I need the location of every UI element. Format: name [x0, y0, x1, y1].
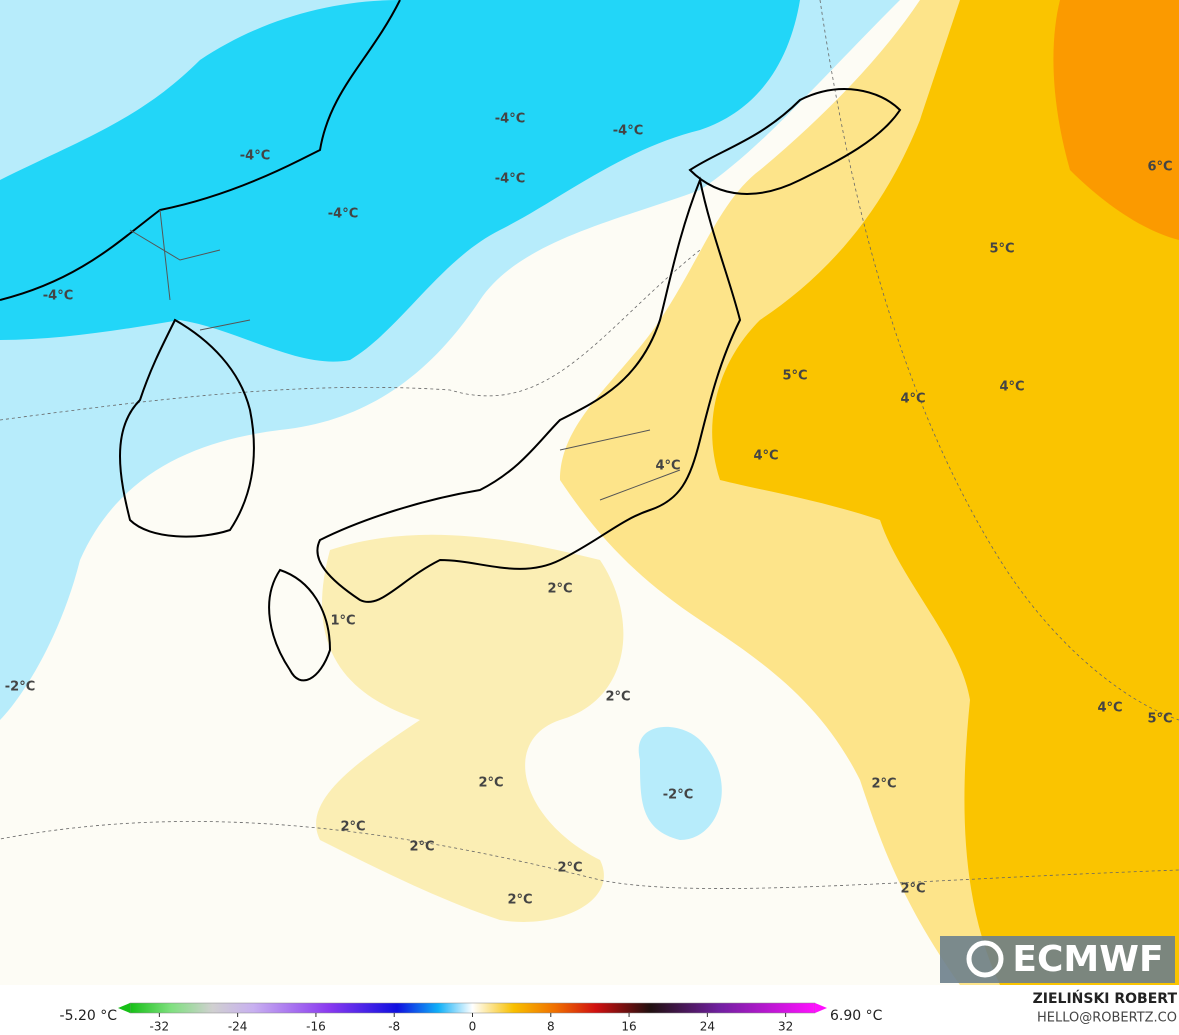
honshu-coast — [316, 176, 742, 603]
colorbar-tick-label: -8 — [388, 1020, 400, 1034]
contour-label: 5°C — [1147, 712, 1172, 727]
contour-label: 2°C — [871, 777, 896, 792]
colorbar-tick-label: 32 — [778, 1020, 793, 1034]
warm-core — [712, 0, 1179, 985]
contour-label: -4°C — [495, 112, 525, 127]
contour-label: 2°C — [557, 861, 582, 876]
colorbar-tick-label: 8 — [547, 1020, 555, 1034]
map — [0, 0, 1179, 985]
contour-label: 2°C — [340, 820, 365, 835]
colorbar-tick-label: 16 — [621, 1020, 636, 1034]
coastline — [0, 0, 401, 301]
max-label: 6.90 °C — [830, 1008, 883, 1024]
warmest-area — [1053, 0, 1179, 240]
korea-coast — [119, 318, 255, 538]
contour-label: -4°C — [495, 172, 525, 187]
colorbar-end — [118, 1003, 130, 1013]
colorbar-bar — [129, 1002, 816, 1014]
mild-area — [316, 534, 624, 922]
logo-text: ECMWF — [1012, 939, 1163, 980]
contour-label: 6°C — [1147, 160, 1172, 175]
colorbar-tick-label: -32 — [150, 1020, 170, 1034]
contour-label: 2°C — [507, 893, 532, 908]
colorbar-tick-label: -16 — [306, 1020, 326, 1034]
logo-icon — [966, 940, 1004, 978]
contour-label: 1°C — [330, 614, 355, 629]
isotherm — [0, 249, 701, 421]
contact: HELLO@ROBERTZ.CO — [1037, 1011, 1177, 1026]
border — [129, 209, 681, 501]
contour-label: 4°C — [1097, 701, 1122, 716]
contour-label: 5°C — [782, 369, 807, 384]
isotherm — [0, 821, 1179, 889]
hokkaido-coast — [688, 88, 902, 195]
contour-label: -4°C — [328, 207, 358, 222]
contour-labels: -4°C -4°C -4°C -4°C -4°C -4°C 6°C 5°C 5°… — [5, 112, 1173, 908]
min-label: -5.20 °C — [60, 1008, 118, 1024]
kyushu-coast — [268, 568, 332, 682]
logo: ECMWF — [940, 936, 1175, 983]
contour-label: 2°C — [478, 776, 503, 791]
contour-label: 2°C — [547, 582, 572, 597]
contour-label: 2°C — [409, 840, 434, 855]
colorbar-end — [815, 1003, 827, 1013]
contour-label: 2°C — [900, 882, 925, 897]
contour-label: 2°C — [605, 690, 630, 705]
contour-label: 4°C — [655, 459, 680, 474]
colorbar-tick-label: -24 — [228, 1020, 248, 1034]
cold-spot — [638, 726, 722, 840]
colorbar-tick-label: 0 — [469, 1020, 477, 1034]
contour-label: -4°C — [613, 124, 643, 139]
contour-label: -2°C — [5, 680, 35, 695]
contour-label: -4°C — [240, 149, 270, 164]
contour-label: -4°C — [43, 289, 73, 304]
contour-label: 4°C — [999, 380, 1024, 395]
contour-label: -2°C — [663, 788, 693, 803]
colorbar-tick-label: 24 — [700, 1020, 715, 1034]
contour-label: 4°C — [753, 449, 778, 464]
author: ZIELIŃSKI ROBERT — [1033, 989, 1178, 1007]
colorbar: -5.20 °C 6.90 °C -32 -24 -16 -8 0 8 16 24 32 — [60, 1002, 883, 1034]
contour-label: 5°C — [989, 242, 1014, 257]
contour-label: 4°C — [900, 392, 925, 407]
cold-core — [0, 0, 800, 362]
